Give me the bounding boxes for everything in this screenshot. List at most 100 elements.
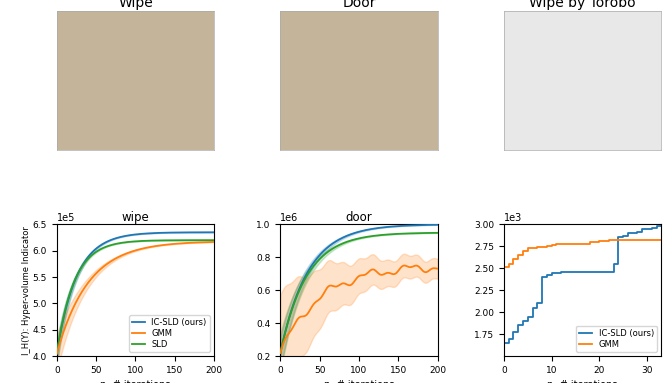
Line: SLD: SLD xyxy=(57,240,214,354)
GMM xyxy=(510,257,518,262)
GMM xyxy=(138,246,146,251)
GMM xyxy=(533,245,541,249)
GMM xyxy=(528,246,536,250)
IC-SLD (ours) xyxy=(138,232,146,236)
Title: Door: Door xyxy=(342,0,376,10)
GMM xyxy=(421,270,429,275)
Text: 1e6: 1e6 xyxy=(281,213,299,223)
GMM xyxy=(638,238,646,242)
GMM xyxy=(629,238,637,242)
GMM xyxy=(633,238,641,242)
IC-SLD (ours) xyxy=(657,222,665,227)
Line: IC-SLD (ours): IC-SLD (ours) xyxy=(504,224,661,343)
GMM xyxy=(648,238,656,242)
GMM xyxy=(624,238,632,242)
GMM xyxy=(576,241,584,246)
GMM xyxy=(557,241,565,246)
GMM xyxy=(514,253,522,257)
SLD xyxy=(110,242,118,247)
IC-SLD (ours) xyxy=(643,226,651,231)
SLD xyxy=(53,346,61,351)
GMM xyxy=(562,241,570,246)
IC-SLD (ours) xyxy=(595,270,603,274)
Title: door: door xyxy=(345,211,373,224)
IC-SLD (ours) xyxy=(528,306,536,310)
GMM xyxy=(53,349,61,353)
IC-SLD (ours) xyxy=(581,270,589,274)
IC-SLD (ours) xyxy=(576,270,584,274)
GMM xyxy=(548,243,556,248)
IC-SLD (ours) xyxy=(633,230,641,234)
IC-SLD (ours) xyxy=(543,273,551,278)
Line: IC-SLD (ours): IC-SLD (ours) xyxy=(281,225,438,353)
GMM xyxy=(291,322,299,327)
GMM xyxy=(334,284,342,288)
IC-SLD (ours) xyxy=(504,336,512,341)
GMM xyxy=(552,241,560,246)
Legend: IC-SLD (ours), GMM: IC-SLD (ours), GMM xyxy=(576,326,657,352)
Line: GMM: GMM xyxy=(281,265,438,353)
GMM xyxy=(277,348,285,352)
IC-SLD (ours) xyxy=(653,224,661,228)
Line: GMM: GMM xyxy=(504,240,661,267)
IC-SLD (ours) xyxy=(538,275,546,279)
X-axis label: n: # iterations: n: # iterations xyxy=(324,380,394,383)
GMM xyxy=(605,238,613,242)
Line: SLD: SLD xyxy=(281,233,438,353)
Line: GMM: GMM xyxy=(57,242,214,354)
IC-SLD (ours) xyxy=(119,234,127,239)
SLD xyxy=(138,239,146,243)
GMM xyxy=(586,240,594,244)
GMM xyxy=(119,253,127,257)
GMM xyxy=(524,246,532,250)
SLD xyxy=(434,231,442,235)
SLD xyxy=(53,351,61,356)
IC-SLD (ours) xyxy=(53,351,61,356)
GMM xyxy=(600,239,608,243)
Text: 1e3: 1e3 xyxy=(504,213,522,223)
IC-SLD (ours) xyxy=(500,341,508,345)
GMM xyxy=(500,264,508,269)
IC-SLD (ours) xyxy=(361,228,369,232)
SLD xyxy=(210,238,218,242)
IC-SLD (ours) xyxy=(600,270,608,274)
IC-SLD (ours) xyxy=(524,314,532,319)
IC-SLD (ours) xyxy=(615,235,623,240)
IC-SLD (ours) xyxy=(648,226,656,230)
IC-SLD (ours) xyxy=(291,299,299,303)
IC-SLD (ours) xyxy=(434,223,442,227)
IC-SLD (ours) xyxy=(605,270,613,274)
Title: wipe: wipe xyxy=(122,211,150,224)
GMM xyxy=(343,282,351,286)
GMM xyxy=(53,351,61,356)
IC-SLD (ours) xyxy=(519,319,527,323)
IC-SLD (ours) xyxy=(629,231,637,236)
GMM xyxy=(653,238,661,242)
IC-SLD (ours) xyxy=(571,270,579,274)
IC-SLD (ours) xyxy=(343,234,351,238)
GMM xyxy=(657,238,665,242)
SLD xyxy=(197,238,205,242)
Line: IC-SLD (ours): IC-SLD (ours) xyxy=(57,232,214,354)
IC-SLD (ours) xyxy=(53,347,61,351)
GMM xyxy=(571,241,579,246)
GMM xyxy=(610,238,618,242)
SLD xyxy=(361,235,369,239)
GMM xyxy=(581,241,589,246)
IC-SLD (ours) xyxy=(562,270,570,274)
IC-SLD (ours) xyxy=(619,234,627,238)
Title: Wipe by Torobo: Wipe by Torobo xyxy=(529,0,636,10)
GMM xyxy=(591,240,599,244)
IC-SLD (ours) xyxy=(591,270,599,274)
Y-axis label: I_H(Y): Hyper-volume Indicator: I_H(Y): Hyper-volume Indicator xyxy=(22,226,31,355)
GMM xyxy=(595,239,603,243)
GMM xyxy=(566,241,574,246)
X-axis label: n: # iterations: n: # iterations xyxy=(547,380,618,383)
Legend: IC-SLD (ours), GMM, SLD: IC-SLD (ours), GMM, SLD xyxy=(129,315,210,352)
GMM xyxy=(361,272,369,277)
IC-SLD (ours) xyxy=(610,262,618,266)
GMM xyxy=(67,311,75,315)
GMM xyxy=(504,262,512,266)
GMM xyxy=(277,350,285,355)
IC-SLD (ours) xyxy=(586,270,594,274)
